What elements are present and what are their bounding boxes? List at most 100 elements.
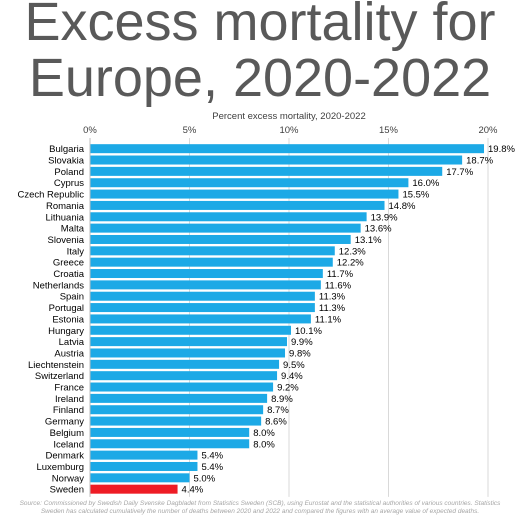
bar [90,473,190,483]
value-label: 12.2% [337,258,364,269]
category-label: Spain [60,292,84,303]
value-label: 9.2% [277,383,299,394]
bar [90,246,335,256]
value-label: 8.0% [253,439,275,450]
value-label: 8.0% [253,428,275,439]
value-label: 8.6% [265,417,287,428]
bar [90,234,351,244]
bar [90,439,250,449]
value-label: 9.9% [291,337,313,348]
category-label: Portugal [49,303,84,314]
value-label: 9.4% [281,371,303,382]
category-label: Austria [54,348,84,359]
bar [90,223,361,233]
bar [90,325,291,335]
bar [90,144,485,154]
value-label: 5.0% [194,473,216,484]
chart-title: Excess mortality for Europe, 2020-2022 [24,0,496,108]
category-label: Estonia [52,314,84,325]
value-label: 9.8% [289,348,311,359]
value-label: 16.0% [412,178,439,189]
value-label: 4.4% [182,485,204,496]
value-label: 18.7% [466,156,493,167]
bar [90,450,198,460]
category-label: Iceland [53,439,84,450]
bar [90,314,311,324]
category-label: Denmark [45,451,84,462]
value-label: 8.9% [271,394,293,405]
category-label: Slovakia [48,156,85,167]
value-label: 13.6% [365,224,392,235]
bar [90,371,278,381]
category-label: Belgium [50,428,84,439]
bar [90,212,367,222]
x-axis-label: Percent excess mortality, 2020-2022 [212,111,365,122]
category-label: Ireland [55,394,84,405]
category-label: Slovenia [48,235,85,246]
bar [90,257,333,267]
value-label: 12.3% [339,246,366,257]
category-label: Italy [67,246,85,257]
bar [90,155,463,165]
bar [90,280,321,290]
value-label: 11.7% [327,269,354,280]
category-label: Switzerland [35,371,84,382]
value-label: 14.8% [389,201,416,212]
category-label: Czech Republic [17,190,84,201]
category-label: Cyprus [54,178,84,189]
category-label: Latvia [59,337,85,348]
category-label: Hungary [48,326,84,337]
bar [90,178,409,188]
bar [90,291,315,301]
bar [90,189,399,199]
value-label: 13.9% [371,212,398,223]
category-label: Greece [53,258,84,269]
bar [90,166,443,176]
value-label: 5.4% [201,451,223,462]
x-tick-label: 20% [478,125,498,136]
value-label: 9.5% [283,360,305,371]
category-label: Romania [46,201,85,212]
value-label: 8.7% [267,405,289,416]
bar [90,382,274,392]
bar [90,484,178,494]
value-label: 11.1% [315,314,342,325]
x-tick-label: 15% [379,125,399,136]
category-label: Malta [61,224,85,235]
value-label: 15.5% [402,190,429,201]
x-tick-label: 0% [83,125,97,136]
bar [90,405,264,415]
bar [90,200,385,210]
category-label: Sweden [50,485,84,496]
value-label: 5.4% [201,462,223,473]
value-label: 19.8% [488,144,515,155]
value-label: 13.1% [355,235,382,246]
bar [90,427,250,437]
value-label: 11.3% [319,303,346,314]
bar [90,393,268,403]
category-label: Liechtenstein [28,360,84,371]
bar [90,303,315,313]
category-label: France [54,383,84,394]
category-label: Finland [53,405,84,416]
source-note: Source: Commissioned by Swedish Daily Sv… [19,500,501,515]
category-label: Netherlands [33,280,84,291]
category-label: Norway [52,473,84,484]
category-label: Germany [45,417,84,428]
value-label: 10.1% [295,326,322,337]
x-tick-label: 10% [279,125,299,136]
value-label: 11.3% [319,292,346,303]
bar [90,269,323,279]
category-label: Bulgaria [49,144,85,155]
bar [90,337,288,347]
value-label: 17.7% [446,167,473,178]
category-label: Luxemburg [36,462,84,473]
bar [90,416,262,426]
category-label: Croatia [53,269,84,280]
value-label: 11.6% [325,280,352,291]
category-label: Lithuania [45,212,84,223]
bar [90,359,280,369]
category-label: Poland [54,167,84,178]
bar [90,348,286,358]
